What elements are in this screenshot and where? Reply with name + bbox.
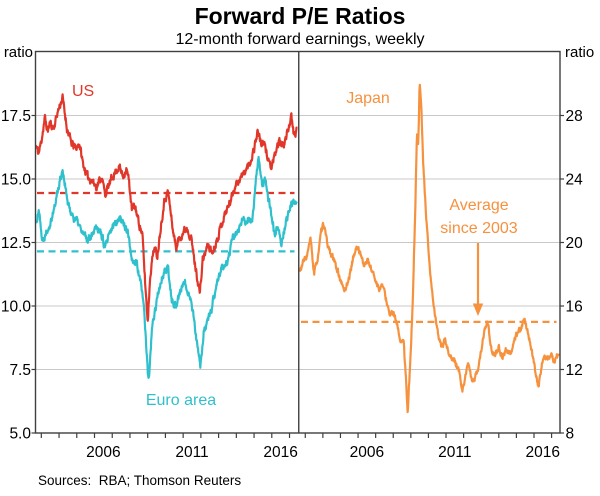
chart-title: Forward P/E Ratios: [194, 3, 406, 29]
right-axis-unit-label: ratio: [565, 44, 595, 61]
x-year-label: 2011: [438, 444, 471, 461]
euro-area-series-line: [35, 155, 298, 379]
x-year-label: 2016: [526, 444, 560, 461]
gridlines: [35, 115, 299, 370]
annotation-line-1: Average: [449, 197, 509, 214]
y-tick-label: 10.0: [1, 298, 32, 315]
y-tick-label: 12.5: [1, 235, 31, 252]
average-arrow: [472, 243, 484, 316]
y-axis-left: 5.0 7.5 10.0 12.5 15.0 17.5: [1, 108, 36, 442]
x-year-label: 2006: [350, 444, 384, 461]
y-tick-label: 16: [566, 298, 583, 315]
y-tick-label: 8: [566, 425, 575, 442]
y-tick-label: 20: [566, 235, 584, 252]
panel-right: 8 12 16 20 24 28 2006 2011 2016: [298, 83, 584, 461]
y-tick-label: 7.5: [9, 362, 31, 379]
chart-subtitle: 12-month forward earnings, weekly: [175, 31, 425, 48]
japan-series-line: [299, 83, 560, 414]
sources-note: Sources: RBA; Thomson Reuters: [38, 473, 242, 488]
x-axis-left: 2006 2011 2016: [40, 433, 298, 461]
left-axis-unit-label: ratio: [3, 44, 33, 61]
average-since-2003-annotation: Average since 2003: [424, 194, 534, 240]
panel-left: 5.0 7.5 10.0 12.5 15.0 17.5 2006 2011 2016: [1, 93, 299, 461]
us-series-label: US: [72, 83, 95, 100]
gridlines: [298, 115, 560, 370]
euro-area-series-label: Euro area: [145, 392, 217, 409]
y-tick-label: 5.0: [9, 425, 31, 442]
us-series-line: [35, 93, 298, 322]
plot-frame: [34, 50, 561, 434]
annotation-line-2: since 2003: [440, 220, 518, 237]
y-tick-label: 28: [566, 108, 583, 125]
y-axis-right: 8 12 16 20 24 28: [560, 108, 584, 442]
y-tick-label: 15.0: [1, 171, 32, 188]
x-year-label: 2011: [175, 444, 208, 461]
x-axis-right: 2006 2011 2016: [304, 433, 560, 461]
y-tick-label: 24: [566, 171, 584, 188]
x-year-label: 2016: [263, 444, 297, 461]
x-year-label: 2006: [86, 444, 120, 461]
y-tick-label: 17.5: [1, 108, 31, 125]
y-tick-label: 12: [566, 362, 583, 379]
japan-series-label: Japan: [346, 90, 390, 107]
